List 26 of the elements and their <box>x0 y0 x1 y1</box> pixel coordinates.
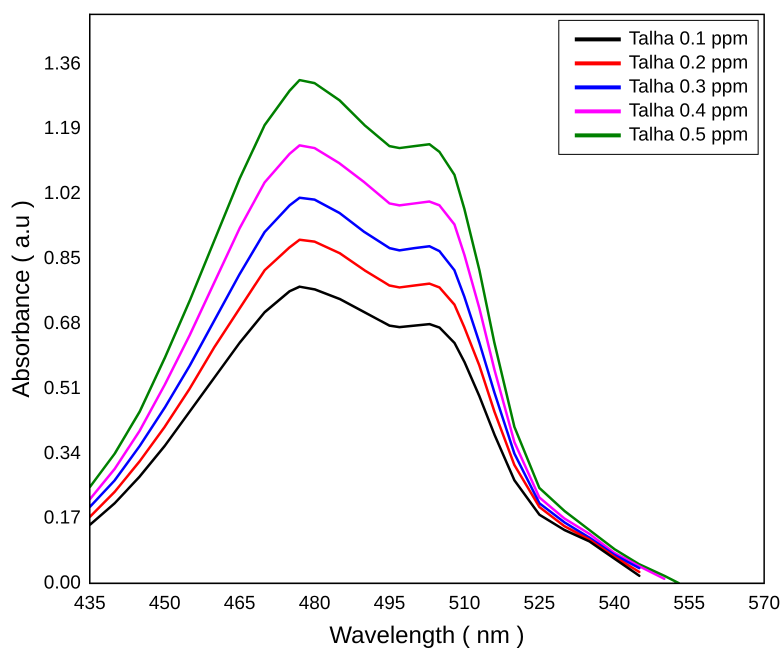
legend-label: Talha 0.4 ppm <box>628 100 748 122</box>
x-tick-label: 510 <box>448 593 480 614</box>
y-tick-label: 1.02 <box>44 183 81 204</box>
y-tick-label: 0.34 <box>44 442 82 464</box>
x-tick-label: 570 <box>748 593 780 614</box>
x-tick-label: 480 <box>298 593 330 614</box>
y-tick-label: 0.68 <box>44 312 81 334</box>
legend-label: Talha 0.3 ppm <box>628 76 748 98</box>
y-axis-title: Absorbance ( a.u ) <box>8 200 36 398</box>
y-tick-label: 0.00 <box>44 572 81 594</box>
x-tick-label: 540 <box>598 593 630 614</box>
x-tick-label: 525 <box>524 593 556 614</box>
x-tick-label: 495 <box>374 593 406 614</box>
y-tick-label: 0.85 <box>44 248 81 270</box>
y-tick-label: 0.17 <box>44 508 81 529</box>
y-tick-label: 1.36 <box>44 53 81 74</box>
y-tick-label: 0.51 <box>44 378 81 399</box>
legend-label: Talha 0.5 ppm <box>628 124 748 146</box>
x-tick-label: 555 <box>673 593 706 614</box>
x-axis-title: Wavelength ( nm ) <box>329 622 525 650</box>
y-tick-label: 1.19 <box>44 118 81 140</box>
x-tick-label: 435 <box>74 593 106 614</box>
x-tick-label: 465 <box>224 593 256 614</box>
legend-label: Talha 0.1 ppm <box>628 28 748 50</box>
x-tick-label: 450 <box>148 593 181 614</box>
legend-label: Talha 0.2 ppm <box>628 52 748 74</box>
